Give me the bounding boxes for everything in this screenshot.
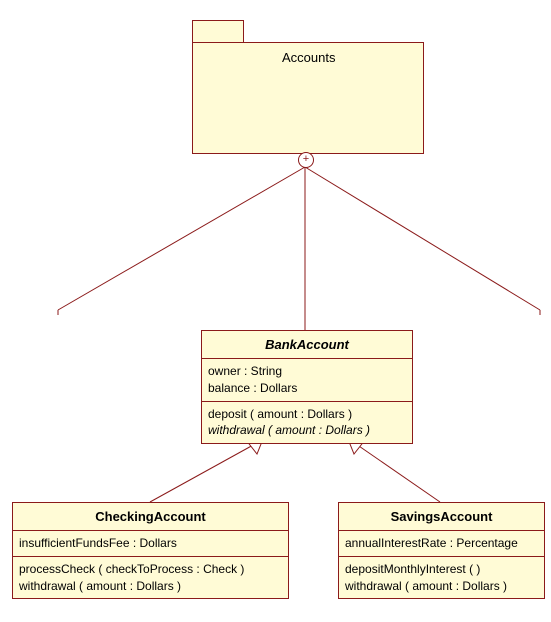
class-operations: deposit ( amount : Dollars ) withdrawal … bbox=[202, 402, 412, 444]
class-name: SavingsAccount bbox=[339, 503, 544, 531]
class-name: BankAccount bbox=[202, 331, 412, 359]
class-bankaccount: BankAccount owner : String balance : Dol… bbox=[201, 330, 413, 444]
class-operations: depositMonthlyInterest ( ) withdrawal ( … bbox=[339, 557, 544, 599]
class-savingsaccount: SavingsAccount annualInterestRate : Perc… bbox=[338, 502, 545, 599]
operation-row: processCheck ( checkToProcess : Check ) bbox=[19, 561, 282, 578]
containment-plus-icon: + bbox=[298, 152, 314, 168]
package-title: Accounts bbox=[282, 50, 335, 65]
class-name: CheckingAccount bbox=[13, 503, 288, 531]
operation-row: depositMonthlyInterest ( ) bbox=[345, 561, 538, 578]
class-attributes: annualInterestRate : Percentage bbox=[339, 531, 544, 557]
operation-row: withdrawal ( amount : Dollars ) bbox=[345, 578, 538, 595]
operation-row: deposit ( amount : Dollars ) bbox=[208, 406, 406, 423]
package-tab bbox=[192, 20, 244, 43]
attribute-row: insufficientFundsFee : Dollars bbox=[19, 535, 282, 552]
class-attributes: owner : String balance : Dollars bbox=[202, 359, 412, 402]
attribute-row: owner : String bbox=[208, 363, 406, 380]
class-checkingaccount: CheckingAccount insufficientFundsFee : D… bbox=[12, 502, 289, 599]
class-operations: processCheck ( checkToProcess : Check ) … bbox=[13, 557, 288, 599]
operation-row: withdrawal ( amount : Dollars ) bbox=[19, 578, 282, 595]
operation-row: withdrawal ( amount : Dollars ) bbox=[208, 422, 406, 439]
attribute-row: annualInterestRate : Percentage bbox=[345, 535, 538, 552]
attribute-row: balance : Dollars bbox=[208, 380, 406, 397]
class-attributes: insufficientFundsFee : Dollars bbox=[13, 531, 288, 557]
